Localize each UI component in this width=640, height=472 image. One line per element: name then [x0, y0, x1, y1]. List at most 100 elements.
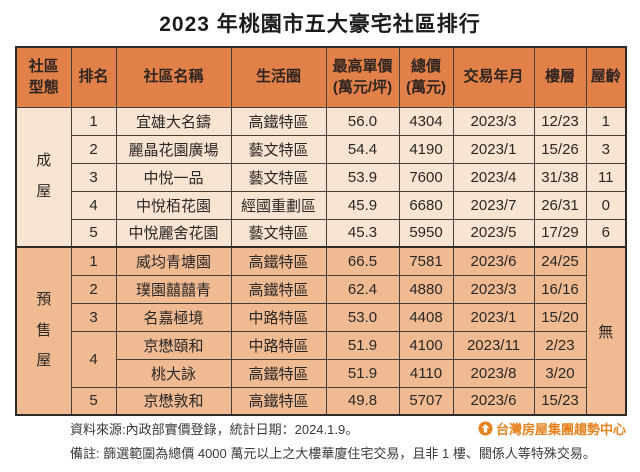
floor-cell: 31/38	[533, 162, 587, 192]
ranking-table: 社區 型態 排名 社區名稱 生活圈 最高單價 (萬元/坪) 總價 (萬元) 交易年月 樓層 屋齡 成屋…	[15, 46, 627, 416]
unit-price-cell: 53.9	[325, 162, 400, 192]
district-cell: 經國重劃區	[230, 190, 327, 220]
brand-name: 台灣房屋集團趨勢中心	[495, 421, 626, 437]
total-price-cell: 4304	[398, 106, 454, 136]
column-header-total_price: 總價 (萬元)	[398, 46, 454, 108]
district-cell: 高鐵特區	[230, 246, 327, 276]
community-name-cell: 桃大詠	[115, 358, 232, 388]
total-price-cell: 5950	[398, 218, 454, 248]
rank-cell: 3	[70, 162, 117, 192]
community-name-cell: 威均青塘園	[115, 246, 232, 276]
floor-cell: 3/20	[533, 358, 587, 388]
age-cell: 6	[585, 218, 627, 248]
total-price-cell: 4110	[398, 358, 454, 388]
unit-price-cell: 66.5	[325, 246, 400, 276]
footer: 資料來源:內政部實價登錄，統計日期：2024.1.9。 台灣房屋集團趨勢中心 備…	[70, 418, 626, 462]
community-name-cell: 中悅栢花園	[115, 190, 232, 220]
age-cell: 1	[585, 106, 627, 136]
section-type-label: 預售屋	[15, 246, 72, 416]
table-row: 4 中悅栢花園 經國重劃區 45.9 6680 2023/7 26/31 0	[16, 190, 627, 220]
community-name-cell: 名嘉極境	[115, 302, 232, 332]
floor-cell: 15/26	[533, 134, 587, 164]
column-header-unit_price: 最高單價 (萬元/坪)	[325, 46, 400, 108]
column-header-date: 交易年月	[452, 46, 535, 108]
rank-cell: 1	[70, 106, 117, 136]
transaction-date-cell: 2023/11	[452, 330, 535, 360]
district-cell: 高鐵特區	[230, 106, 327, 136]
table-row: 4 京懋頤和 中路特區 51.9 4100 2023/11 2/23	[16, 330, 626, 388]
house-circle-icon	[478, 420, 493, 436]
transaction-date-cell: 2023/6	[452, 246, 535, 276]
floor-cell: 15/23	[533, 386, 587, 416]
transaction-date-cell: 2023/3	[452, 106, 535, 136]
district-cell: 高鐵特區	[230, 358, 327, 388]
unit-price-cell: 51.9	[325, 330, 400, 360]
total-price-cell: 7600	[398, 162, 454, 192]
table-row: 5 京懋敦和 高鐵特區 49.8 5707 2023/6 15/23	[16, 386, 626, 416]
transaction-date-cell: 2023/6	[452, 386, 535, 416]
unit-price-cell: 56.0	[325, 106, 400, 136]
age-cell: 0	[585, 190, 627, 220]
district-cell: 藝文特區	[230, 134, 327, 164]
total-price-cell: 6680	[398, 190, 454, 220]
total-price-cell: 4408	[398, 302, 454, 332]
column-header-type: 社區 型態	[15, 46, 72, 108]
transaction-date-cell: 2023/1	[452, 302, 535, 332]
unit-price-cell: 51.9	[325, 358, 400, 388]
rank-cell: 3	[70, 302, 117, 332]
age-cell: 11	[585, 162, 627, 192]
total-price-cell: 5707	[398, 386, 454, 416]
age-cell: 3	[585, 134, 627, 164]
unit-price-cell: 49.8	[325, 386, 400, 416]
rank-cell: 4	[70, 190, 117, 220]
district-cell: 藝文特區	[230, 218, 327, 248]
community-name-cell: 中悅麗舍花園	[115, 218, 232, 248]
table-row: 桃大詠 高鐵特區 51.9 4110 2023/8 3/20	[16, 358, 626, 388]
community-name-cell: 京懋敦和	[115, 386, 232, 416]
page-title: 2023 年桃園市五大豪宅社區排行	[159, 13, 481, 36]
unit-price-cell: 45.3	[325, 218, 400, 248]
column-header-name: 社區名稱	[115, 46, 232, 108]
table-row: 成屋 1 宜雄大名鑄 高鐵特區 56.0 4304 2023/3 12/23 1	[15, 106, 627, 248]
floor-cell: 24/25	[533, 246, 587, 276]
column-header-district: 生活圈	[230, 46, 327, 108]
community-name-cell: 中悅一品	[115, 162, 232, 192]
table-row: 2 麗晶花園廣場 藝文特區 54.4 4190 2023/1 15/26 3	[16, 134, 627, 164]
transaction-date-cell: 2023/7	[452, 190, 535, 220]
total-price-cell: 7581	[398, 246, 454, 276]
community-name-cell: 璞園囍囍青	[115, 274, 232, 304]
community-name-cell: 宜雄大名鑄	[115, 106, 232, 136]
unit-price-cell: 54.4	[325, 134, 400, 164]
rank-cell: 5	[70, 386, 117, 416]
unit-price-cell: 45.9	[325, 190, 400, 220]
table-row: 5 中悅麗舍花園 藝文特區 45.3 5950 2023/5 17/29 6	[16, 218, 627, 248]
total-price-cell: 4880	[398, 274, 454, 304]
table-header-row: 社區 型態 排名 社區名稱 生活圈 最高單價 (萬元/坪) 總價 (萬元) 交易年月 樓層 屋齡	[15, 46, 627, 108]
community-name-cell: 麗晶花園廣場	[115, 134, 232, 164]
rank-cell: 1	[70, 246, 117, 276]
rank-cell: 2	[70, 274, 117, 304]
total-price-cell: 4100	[398, 330, 454, 360]
rank-cell: 5	[70, 218, 117, 248]
floor-cell: 12/23	[533, 106, 587, 136]
district-cell: 藝文特區	[230, 162, 327, 192]
transaction-date-cell: 2023/8	[452, 358, 535, 388]
brand-logo: 台灣房屋集團趨勢中心	[478, 419, 626, 438]
unit-price-cell: 53.0	[325, 302, 400, 332]
transaction-date-cell: 2023/1	[452, 134, 535, 164]
section-type-label: 成屋	[15, 106, 72, 248]
district-cell: 高鐵特區	[230, 274, 327, 304]
district-cell: 中路特區	[230, 330, 327, 360]
community-name-cell: 京懋頤和	[115, 330, 232, 360]
column-header-floor: 樓層	[533, 46, 587, 108]
transaction-date-cell: 2023/5	[452, 218, 535, 248]
floor-cell: 15/20	[533, 302, 587, 332]
age-cell: 無	[585, 246, 627, 416]
floor-cell: 2/23	[533, 330, 587, 360]
transaction-date-cell: 2023/3	[452, 274, 535, 304]
table-row: 3 中悅一品 藝文特區 53.9 7600 2023/4 31/38 11	[16, 162, 627, 192]
district-cell: 高鐵特區	[230, 386, 327, 416]
floor-cell: 17/29	[533, 218, 587, 248]
transaction-date-cell: 2023/4	[452, 162, 535, 192]
rank-cell: 2	[70, 134, 117, 164]
